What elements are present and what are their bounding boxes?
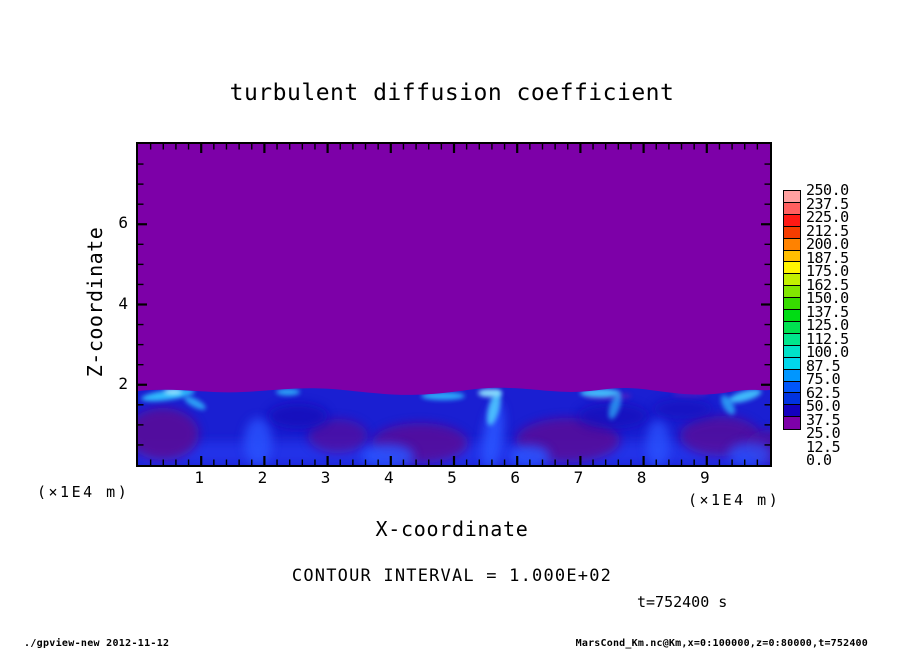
colorbar: [783, 190, 801, 430]
contour-interval-note: CONTOUR INTERVAL = 1.000E+02: [291, 566, 613, 586]
z-axis-unit-label: (×1E4 m): [37, 483, 130, 501]
x-tick-label: 1: [194, 468, 205, 487]
turbulent-layer: [138, 387, 770, 465]
x-axis-title: X-coordinate: [375, 517, 529, 541]
colorbar-tick-label: 100.0: [806, 343, 849, 361]
x-tick-label: 5: [447, 468, 457, 487]
colorbar-tick-label: 162.5: [806, 275, 849, 294]
colorbar-tick-label: 200.0: [806, 235, 849, 253]
x-axis-unit-label: (×1E4 m): [688, 491, 781, 509]
colorbar-tick-label: 225.0: [806, 208, 849, 226]
plot-area: [136, 142, 772, 467]
colorbar-tick-label: 50.0: [806, 397, 841, 415]
colorbar-tick-label: 75.0: [806, 370, 841, 388]
heatmap-field: [138, 144, 770, 465]
x-tick-label: 4: [383, 468, 394, 487]
colorbar-tick-label: 250.0: [806, 181, 849, 199]
time-stamp-label: t=752400 s: [637, 593, 728, 611]
axis-ticks: [138, 144, 770, 465]
colorbar-tick-label: 37.5: [806, 410, 841, 429]
x-tick-label: 3: [320, 468, 331, 487]
x-tick-label: 9: [699, 468, 710, 487]
x-tick-label: 6: [510, 468, 521, 487]
colorbar-tick-label: 112.5: [806, 329, 849, 348]
colorbar-tick-label: 187.5: [806, 248, 849, 267]
y-tick-label: 4: [118, 293, 128, 313]
chart-title: turbulent diffusion coefficient: [229, 80, 675, 106]
colorbar-cell: [783, 416, 801, 430]
x-tick-label: 2: [257, 468, 268, 487]
colorbar-tick-label: 62.5: [806, 383, 841, 402]
program-version-stamp: ./gpview-new 2012-11-12: [24, 638, 170, 649]
x-tick-label: 8: [636, 468, 647, 487]
x-tick-label: 7: [573, 468, 584, 487]
colorbar-tick-label: 25.0: [806, 424, 841, 442]
y-tick-label: 6: [118, 213, 128, 233]
colorbar-tick-label: 87.5: [806, 356, 841, 375]
data-source-stamp: MarsCond_Km.nc@Km,x=0:100000,z=0:80000,t…: [575, 638, 868, 649]
colorbar-tick-label: 175.0: [806, 262, 849, 280]
colorbar-tick-label: 212.5: [806, 221, 849, 240]
colorbar-tick-label: 12.5: [806, 437, 841, 456]
colorbar-tick-label: 137.5: [806, 302, 849, 321]
y-tick-label: 2: [118, 373, 128, 393]
colorbar-tick-label: 125.0: [806, 316, 849, 334]
colorbar-tick-label: 150.0: [806, 289, 849, 307]
colorbar-tick-label: 0.0: [806, 451, 832, 469]
colorbar-tick-label: 237.5: [806, 194, 849, 213]
